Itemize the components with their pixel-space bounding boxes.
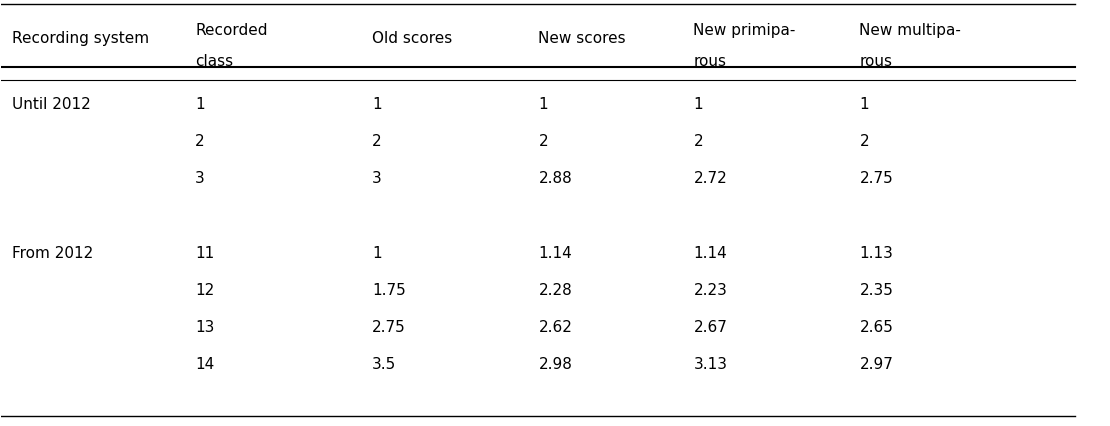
Text: 1: 1 [538, 97, 548, 112]
Text: 1.14: 1.14 [538, 245, 572, 261]
Text: 3: 3 [195, 171, 205, 186]
Text: 3.5: 3.5 [372, 357, 396, 372]
Text: 1: 1 [372, 97, 382, 112]
Text: rous: rous [694, 54, 726, 69]
Text: 2: 2 [538, 134, 548, 149]
Text: 12: 12 [195, 283, 214, 298]
Text: 2: 2 [859, 134, 869, 149]
Text: 1.14: 1.14 [694, 245, 727, 261]
Text: 13: 13 [195, 320, 214, 335]
Text: 11: 11 [195, 245, 214, 261]
Text: 2.97: 2.97 [859, 357, 894, 372]
Text: 3.13: 3.13 [694, 357, 727, 372]
Text: 1: 1 [372, 245, 382, 261]
Text: 2.23: 2.23 [694, 283, 727, 298]
Text: 2.28: 2.28 [538, 283, 572, 298]
Text: 1: 1 [859, 97, 869, 112]
Text: 2.88: 2.88 [538, 171, 572, 186]
Text: 2.72: 2.72 [694, 171, 727, 186]
Text: 14: 14 [195, 357, 214, 372]
Text: rous: rous [859, 54, 892, 69]
Text: 2.75: 2.75 [372, 320, 406, 335]
Text: 1: 1 [195, 97, 204, 112]
Text: Old scores: Old scores [372, 31, 453, 46]
Text: 2.75: 2.75 [859, 171, 894, 186]
Text: 2.62: 2.62 [538, 320, 573, 335]
Text: New multipa-: New multipa- [859, 23, 961, 37]
Text: Until 2012: Until 2012 [12, 97, 91, 112]
Text: 3: 3 [372, 171, 382, 186]
Text: 1.13: 1.13 [859, 245, 894, 261]
Text: 2.35: 2.35 [859, 283, 894, 298]
Text: 2.67: 2.67 [694, 320, 727, 335]
Text: 1.75: 1.75 [372, 283, 406, 298]
Text: 2.98: 2.98 [538, 357, 573, 372]
Text: 2: 2 [195, 134, 204, 149]
Text: Recording system: Recording system [12, 31, 150, 46]
Text: From 2012: From 2012 [12, 245, 93, 261]
Text: New primipa-: New primipa- [694, 23, 796, 37]
Text: New scores: New scores [538, 31, 626, 46]
Text: 2: 2 [372, 134, 382, 149]
Text: 2: 2 [694, 134, 703, 149]
Text: 1: 1 [694, 97, 703, 112]
Text: 2.65: 2.65 [859, 320, 894, 335]
Text: Recorded: Recorded [195, 23, 268, 37]
Text: class: class [195, 54, 233, 69]
